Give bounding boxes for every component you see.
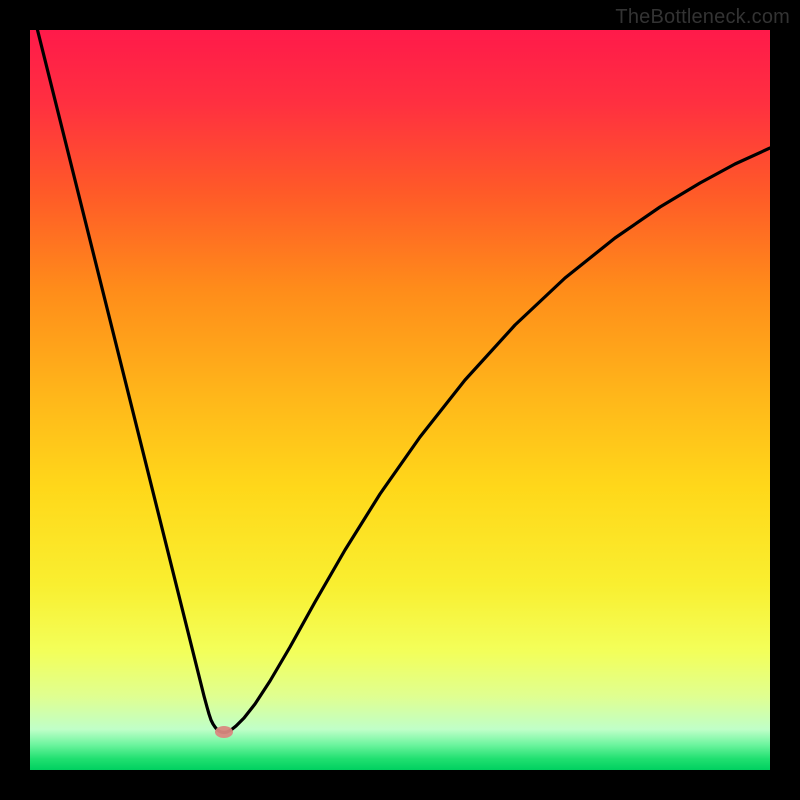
chart-background <box>30 30 770 770</box>
chart-svg <box>30 30 770 770</box>
chart-plot-area <box>30 30 770 775</box>
min-point-marker <box>215 726 233 738</box>
watermark-text: TheBottleneck.com <box>615 6 790 29</box>
